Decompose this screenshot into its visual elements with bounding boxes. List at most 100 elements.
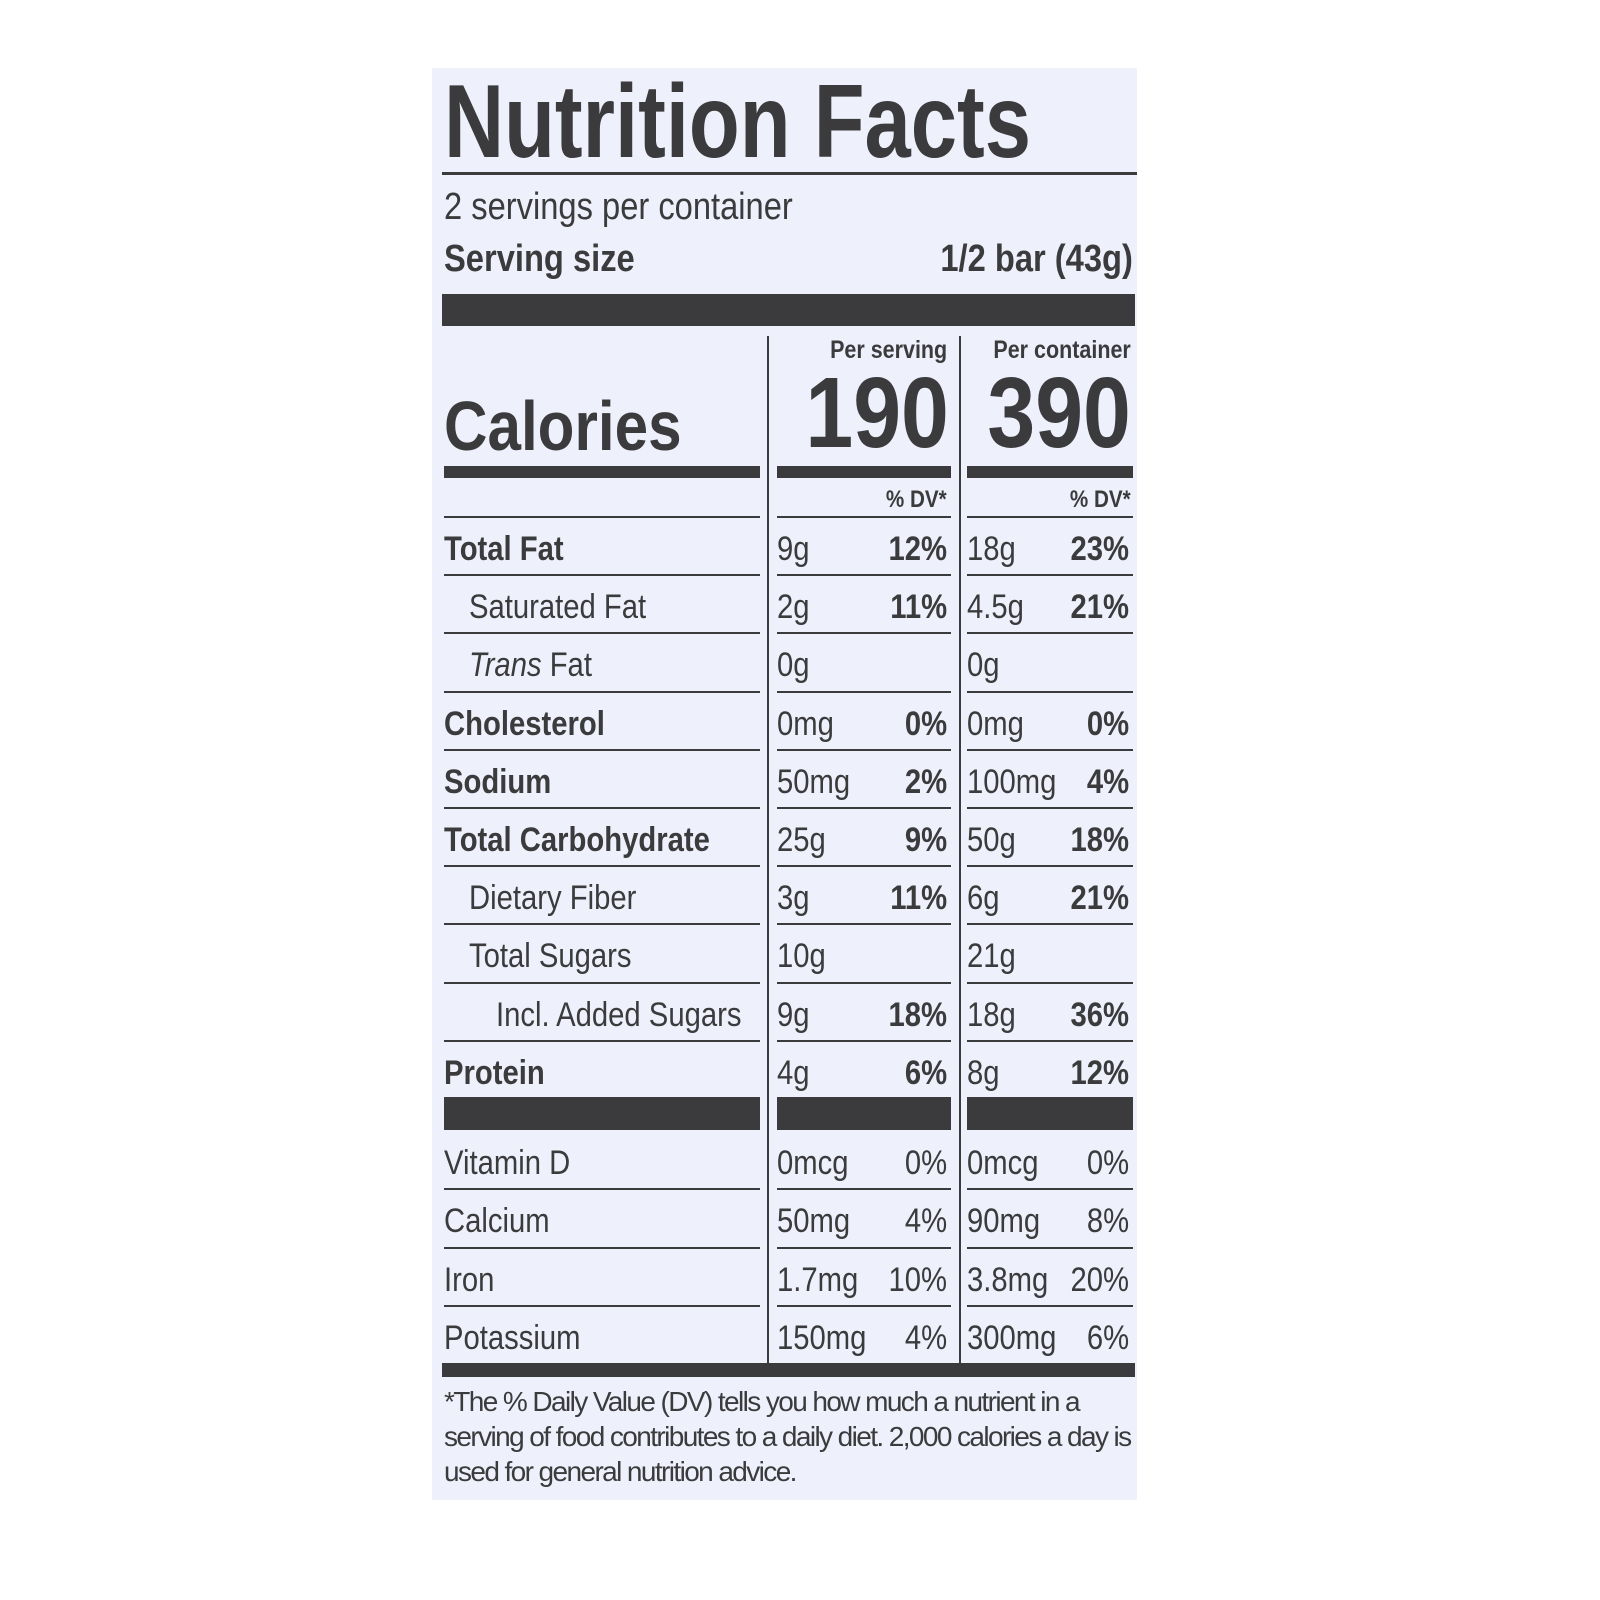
container-amount: 21g	[967, 937, 1016, 975]
nutrient-name: Vitamin D	[444, 1143, 591, 1183]
row-divider	[444, 1305, 760, 1307]
calories-per-container: 390	[987, 357, 1131, 469]
serving-size-value: 1/2 bar (43g)	[940, 238, 1133, 280]
thick-divider	[967, 1097, 1133, 1130]
row-divider	[777, 516, 951, 518]
calories-divider	[967, 466, 1133, 478]
serving-dv: 6%	[904, 1054, 947, 1092]
container-dv: 0%	[1086, 1144, 1129, 1182]
column-divider	[959, 336, 961, 1364]
divider	[442, 172, 1137, 175]
row-divider	[444, 1040, 760, 1042]
row-divider	[967, 749, 1133, 751]
container-amount: 18g	[967, 530, 1016, 568]
serving-amount: 10g	[777, 937, 826, 975]
serving-amount: 150mg	[777, 1319, 867, 1357]
container-dv: 12%	[1070, 1054, 1129, 1092]
container-amount: 6g	[967, 879, 1000, 917]
dv-header-container: % DV*	[1070, 486, 1131, 513]
serving-dv: 11%	[890, 588, 947, 626]
nutrition-facts-label: Nutrition Facts 2 servings per container…	[432, 68, 1137, 1500]
nutrient-name-text: Total Carbohydrate	[444, 821, 710, 859]
servings-per-container: 2 servings per container	[444, 186, 793, 228]
row-divider	[444, 807, 760, 809]
serving-amount: 50mg	[777, 1202, 851, 1240]
nutrient-name-text: Iron	[444, 1261, 495, 1299]
serving-dv: 18%	[888, 996, 947, 1034]
row-divider	[444, 632, 760, 634]
row-divider	[777, 1040, 951, 1042]
serving-dv: 10%	[888, 1261, 947, 1299]
row-divider	[967, 516, 1133, 518]
row-divider	[444, 923, 760, 925]
serving-amount: 0mcg	[777, 1144, 849, 1182]
row-divider	[444, 574, 760, 576]
serving-dv: 4%	[904, 1319, 947, 1357]
serving-dv: 0%	[904, 705, 947, 743]
calories-divider	[777, 466, 951, 478]
nutrient-name-text: Dietary Fiber	[469, 879, 637, 917]
row-divider	[777, 1305, 951, 1307]
per-serving-header: Per serving	[829, 336, 947, 364]
serving-dv: 4%	[904, 1202, 947, 1240]
row-divider	[444, 1247, 760, 1249]
dv-header-serving: % DV*	[886, 486, 947, 513]
nutrient-name-text: Protein	[444, 1054, 545, 1092]
container-amount: 50g	[967, 821, 1016, 859]
column-divider	[767, 336, 769, 1364]
thick-divider	[777, 1097, 951, 1130]
row-divider	[444, 982, 760, 984]
serving-amount: 25g	[777, 821, 826, 859]
container-dv: 8%	[1086, 1202, 1129, 1240]
nutrient-name: Potassium	[444, 1318, 603, 1358]
row-divider	[777, 865, 951, 867]
container-amount: 0g	[967, 646, 1000, 684]
serving-amount: 9g	[777, 530, 810, 568]
row-divider	[777, 691, 951, 693]
container-amount: 4.5g	[967, 588, 1024, 626]
serving-dv: 2%	[904, 763, 947, 801]
row-divider	[777, 923, 951, 925]
nutrient-name: Total Sugars	[469, 936, 658, 976]
serving-amount: 3g	[777, 879, 810, 917]
nutrient-name: Trans Fat	[469, 645, 612, 685]
thick-divider	[444, 1097, 760, 1130]
row-divider	[444, 516, 760, 518]
nutrient-name-text: Incl. Added Sugars	[496, 996, 742, 1034]
row-divider	[967, 574, 1133, 576]
row-divider	[967, 632, 1133, 634]
row-divider	[967, 923, 1133, 925]
nutrient-name: Cholesterol	[444, 704, 631, 744]
container-dv: 20%	[1070, 1261, 1129, 1299]
container-amount: 0mg	[967, 705, 1024, 743]
nutrient-name-text: Fat	[541, 646, 592, 684]
container-amount: 18g	[967, 996, 1016, 1034]
container-dv: 36%	[1070, 996, 1129, 1034]
serving-amount: 4g	[777, 1054, 810, 1092]
row-divider	[444, 865, 760, 867]
container-amount: 8g	[967, 1054, 1000, 1092]
nutrient-name: Dietary Fiber	[469, 878, 664, 918]
row-divider	[967, 1040, 1133, 1042]
row-divider	[777, 982, 951, 984]
row-divider	[444, 1188, 760, 1190]
container-amount: 3.8mg	[967, 1261, 1049, 1299]
nutrient-name-text: Vitamin D	[444, 1144, 571, 1182]
nutrient-name: Saturated Fat	[469, 587, 675, 627]
row-divider	[967, 1305, 1133, 1307]
nutrient-name: Total Carbohydrate	[444, 820, 753, 860]
container-dv: 21%	[1070, 879, 1129, 917]
serving-amount: 9g	[777, 996, 810, 1034]
row-divider	[777, 807, 951, 809]
calories-divider	[444, 466, 760, 478]
row-divider	[967, 865, 1133, 867]
container-dv: 21%	[1070, 588, 1129, 626]
container-dv: 0%	[1086, 705, 1129, 743]
row-divider	[444, 749, 760, 751]
calories-per-serving: 190	[805, 357, 949, 469]
row-divider	[777, 1247, 951, 1249]
row-divider	[777, 632, 951, 634]
serving-amount: 2g	[777, 588, 810, 626]
nutrient-name-text: Saturated Fat	[469, 588, 647, 626]
row-divider	[967, 982, 1133, 984]
